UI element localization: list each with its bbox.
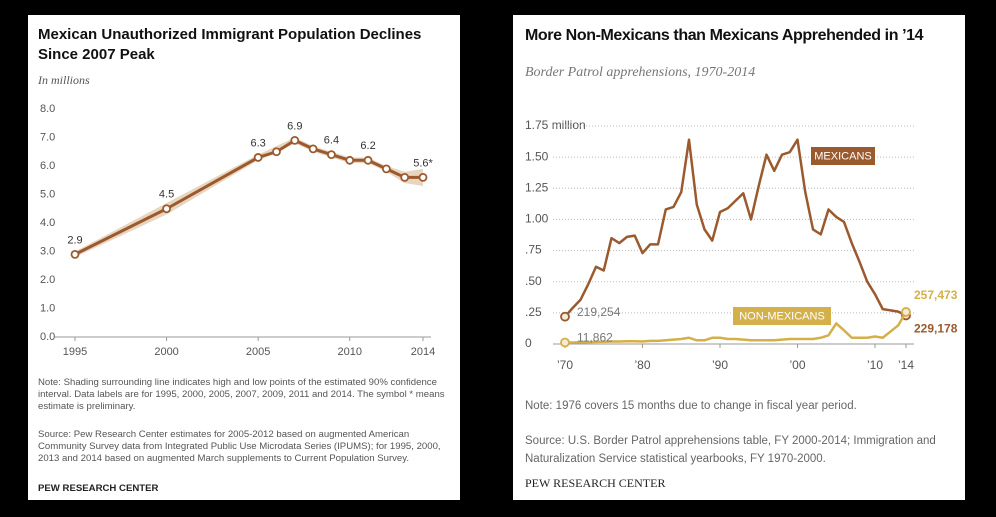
y-tick-label: 1.75 million	[525, 118, 586, 132]
y-tick-label: 0	[525, 336, 532, 350]
point	[381, 164, 391, 174]
y-tick-label: 5.0	[40, 188, 55, 200]
y-tick-label: .50	[525, 274, 542, 288]
point	[290, 135, 300, 145]
chart-subtitle: In millions	[38, 73, 90, 87]
chart: 0.0 1.0 2.0 3.0 4.0 5.0 6.0 7.0 8.0 1995 2000 2005 2…	[40, 103, 435, 358]
y-tick-label: 1.25	[525, 180, 549, 194]
y-tick-label: 6.0	[40, 160, 55, 172]
chart-title: More Non-Mexicans than Mexicans Apprehen…	[525, 27, 924, 44]
data-label: 6.2	[360, 140, 375, 152]
data-label: 6.9	[287, 120, 302, 132]
footer: PEW RESEARCH CENTER	[525, 476, 666, 490]
x-tick-label: ’80	[634, 358, 650, 372]
legend-label: NON-MEXICANS	[739, 310, 825, 322]
point	[70, 249, 80, 259]
x-tick-label: 2010	[337, 346, 361, 358]
source: Source: U.S. Border Patrol apprehensions…	[525, 435, 936, 465]
y-tick-label: 4.0	[40, 217, 55, 229]
y-tick-label: 3.0	[40, 245, 55, 257]
y-tick-label: 8.0	[40, 103, 55, 115]
left-panel: 0.0 1.0 2.0 3.0 4.0 5.0 6.0 7.0 8.0 1995 2000 2005 2…	[28, 15, 460, 500]
x-tick-label: 1995	[63, 346, 87, 358]
source: Source: Pew Research Center estimates fo…	[38, 429, 441, 464]
x-tick-label: ’10	[867, 358, 883, 372]
footer: PEW RESEARCH CENTER	[38, 483, 159, 494]
data-label: 5.6*	[413, 157, 433, 169]
data-label: 4.5	[159, 189, 174, 201]
y-tick-label: 1.50	[525, 149, 549, 163]
point	[400, 172, 410, 182]
point	[901, 307, 911, 317]
point	[363, 155, 373, 165]
point	[253, 153, 263, 162]
data-label: 2.9	[67, 234, 82, 246]
data-label: 229,178	[914, 322, 958, 336]
x-tick-label: 2014	[411, 346, 435, 358]
x-tick-label: 2005	[246, 346, 270, 358]
point	[345, 155, 355, 165]
y-tick-label: 1.0	[40, 302, 55, 314]
chart-subtitle: Border Patrol apprehensions, 1970-2014	[525, 65, 756, 80]
y-tick-label: .25	[525, 305, 542, 319]
data-label: 6.3	[251, 137, 266, 149]
legend-box	[733, 307, 831, 325]
y-tick-label: 1.00	[525, 212, 549, 226]
point	[308, 144, 318, 154]
legend-box	[811, 147, 875, 165]
point	[560, 337, 570, 348]
y-tick-label: .75	[525, 243, 542, 257]
data-label: 257,473	[914, 288, 958, 302]
x-tick-label: ’70	[557, 358, 573, 372]
point	[418, 172, 428, 182]
y-tick-label: 7.0	[40, 131, 55, 143]
x-tick-label: 2000	[154, 346, 178, 358]
x-tick-label: ’90	[712, 358, 728, 372]
confidence-band	[75, 137, 423, 258]
chart-title: Mexican Unauthorized Immigrant Populatio…	[38, 26, 422, 63]
y-tick-label: 0.0	[40, 331, 55, 343]
note: Note: Shading surrounding line indicates…	[38, 377, 445, 412]
data-label: 6.4	[324, 135, 339, 147]
right-panel: 0 .25 .50 .75 1.00 1.25 1.50 1.75 million ’70 ’80…	[513, 15, 965, 500]
y-tick-label: 2.0	[40, 274, 55, 286]
line	[564, 138, 907, 318]
chart: 0 .25 .50 .75 1.00 1.25 1.50 1.75 million ’70 ’80…	[525, 118, 958, 372]
point	[162, 204, 171, 214]
x-tick-label: ’14	[898, 358, 914, 372]
point	[560, 311, 570, 322]
data-label: 11,862	[577, 331, 613, 345]
x-tick-label: ’00	[789, 358, 805, 372]
point	[272, 147, 281, 157]
line	[564, 311, 908, 344]
note: Note: 1976 covers 15 months due to chang…	[525, 400, 857, 412]
data-label: 219,254	[577, 305, 621, 319]
point	[327, 150, 336, 160]
legend-label: MEXICANS	[814, 150, 871, 162]
